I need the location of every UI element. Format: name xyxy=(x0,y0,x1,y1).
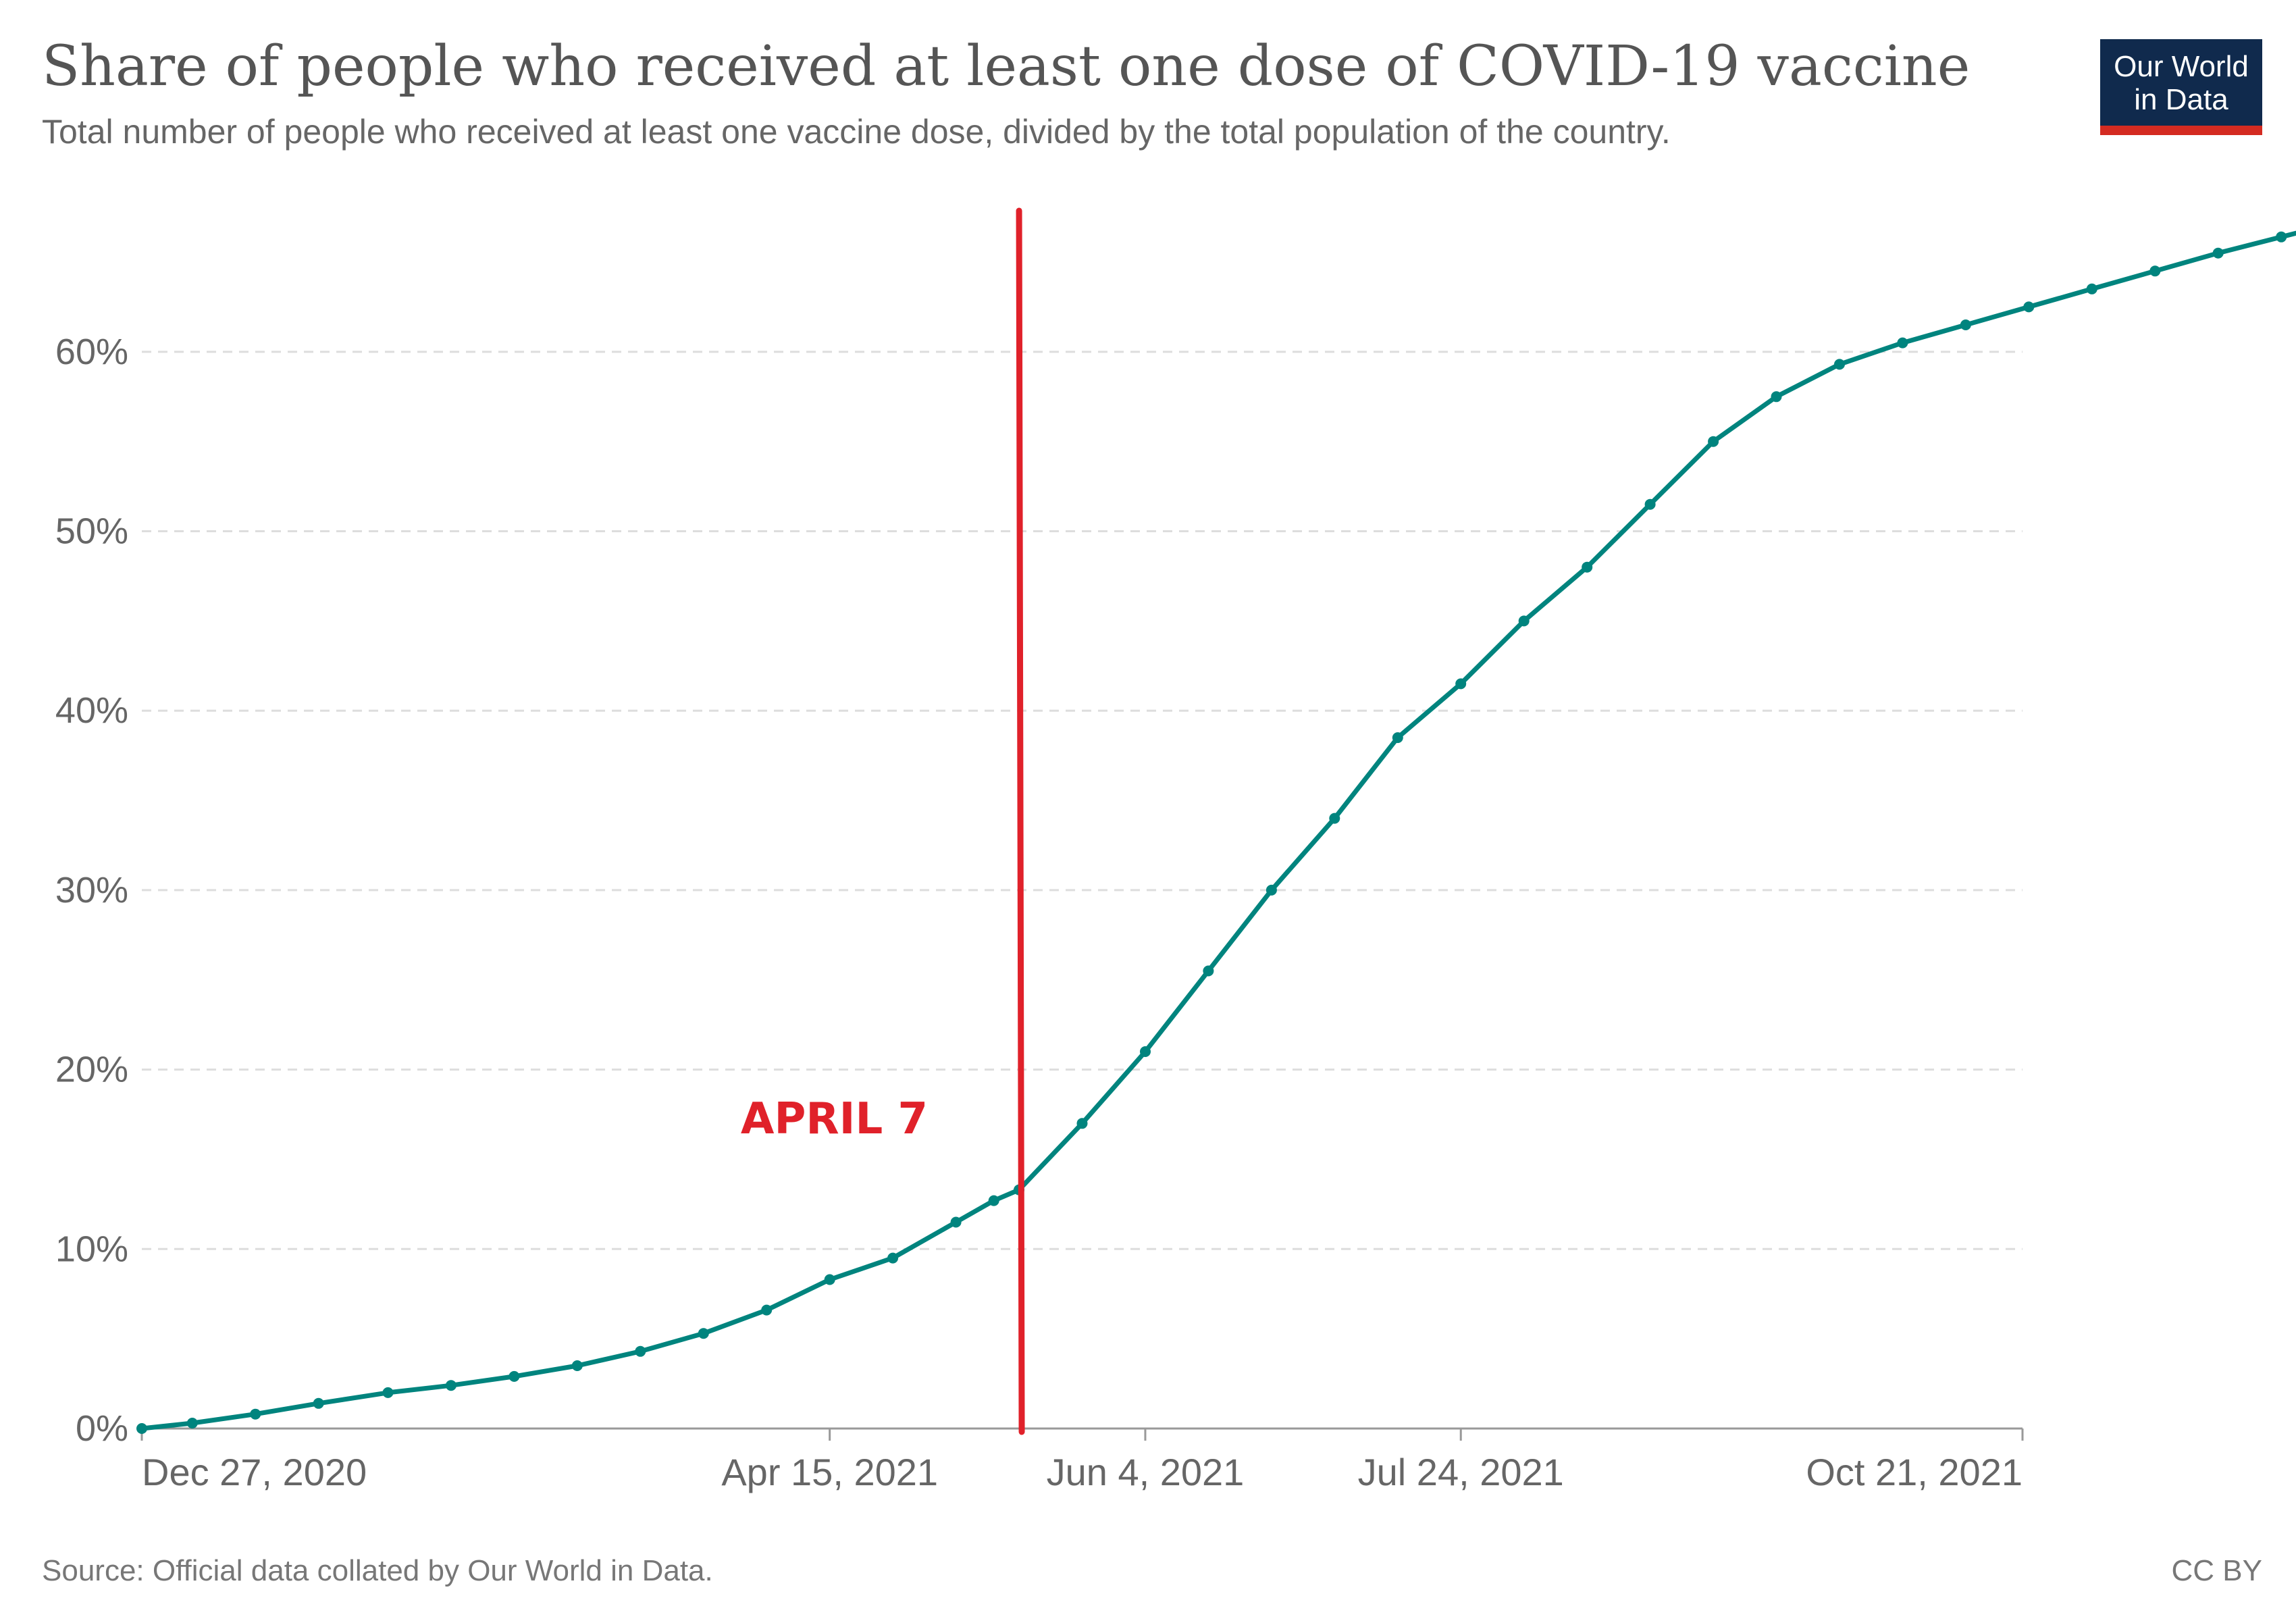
data-point xyxy=(824,1274,835,1285)
data-point xyxy=(571,1360,583,1371)
source-note: Source: Official data collated by Our Wo… xyxy=(42,1554,713,1587)
data-point xyxy=(313,1397,324,1409)
chart-subtitle: Total number of people who received at l… xyxy=(42,113,1671,151)
series-line xyxy=(139,230,2296,1431)
y-tick-label: 50% xyxy=(55,511,128,552)
data-point xyxy=(1392,732,1403,744)
data-point xyxy=(1708,436,1719,447)
y-tick-label: 20% xyxy=(55,1050,128,1090)
data-point xyxy=(887,1252,899,1264)
data-point xyxy=(1076,1118,1088,1129)
annotation-april-7: APRIL 7 xyxy=(741,207,1025,1435)
data-point xyxy=(1897,337,1908,349)
y-tick-label: 40% xyxy=(55,690,128,731)
data-point xyxy=(2149,265,2161,277)
data-point xyxy=(508,1370,520,1382)
logo-line-2: in Data xyxy=(2134,83,2228,116)
data-point xyxy=(1140,1046,1151,1057)
data-point xyxy=(950,1216,962,1228)
data-point xyxy=(1329,813,1340,824)
data-point xyxy=(698,1328,709,1339)
data-point xyxy=(761,1304,773,1316)
gridlines xyxy=(142,351,2023,1250)
y-tick-label: 0% xyxy=(76,1408,128,1449)
data-point xyxy=(2212,247,2224,259)
data-point xyxy=(445,1380,456,1391)
data-point xyxy=(1644,498,1656,510)
data-point xyxy=(1582,561,1593,573)
data-point xyxy=(988,1195,999,1206)
data-point xyxy=(1960,319,1971,330)
x-tick-label: Apr 15, 2021 xyxy=(721,1451,938,1493)
annotation-line xyxy=(1016,207,1025,1435)
data-point xyxy=(1203,965,1214,977)
data-point xyxy=(1455,678,1467,690)
x-tick-label: Jul 24, 2021 xyxy=(1358,1451,1564,1493)
data-point xyxy=(635,1345,646,1357)
data-point xyxy=(2086,283,2097,294)
y-axis-tick-labels: 0% 10% 20% 30% 40% 50% 60% xyxy=(55,332,128,1449)
data-point xyxy=(1834,359,1845,370)
data-point xyxy=(2023,301,2035,313)
data-point xyxy=(186,1418,198,1429)
x-tick-label: Jun 4, 2021 xyxy=(1047,1451,1245,1493)
series-germany xyxy=(136,230,2296,1434)
y-tick-label: 10% xyxy=(55,1229,128,1269)
x-tick-label: Oct 21, 2021 xyxy=(1806,1451,2023,1493)
data-point xyxy=(1518,615,1530,627)
data-point xyxy=(1266,884,1277,896)
x-axis xyxy=(140,1427,2024,1441)
y-tick-label: 30% xyxy=(55,870,128,910)
data-point xyxy=(250,1408,261,1420)
data-point xyxy=(1771,391,1782,403)
x-axis-tick-labels: Dec 27, 2020 Apr 15, 2021 Jun 4, 2021 Jul 2… xyxy=(142,1451,2023,1493)
owid-logo: Our World in Data xyxy=(2100,39,2262,135)
x-tick-label: Dec 27, 2020 xyxy=(142,1451,367,1493)
data-point xyxy=(136,1423,147,1434)
license-label: CC BY xyxy=(2172,1554,2262,1587)
annotation-label: APRIL 7 xyxy=(741,1094,928,1144)
y-tick-label: 60% xyxy=(55,332,128,372)
data-point xyxy=(382,1387,394,1398)
chart-title: Share of people who received at least on… xyxy=(42,34,1970,99)
logo-line-1: Our World xyxy=(2114,50,2249,83)
data-point xyxy=(2276,231,2287,242)
